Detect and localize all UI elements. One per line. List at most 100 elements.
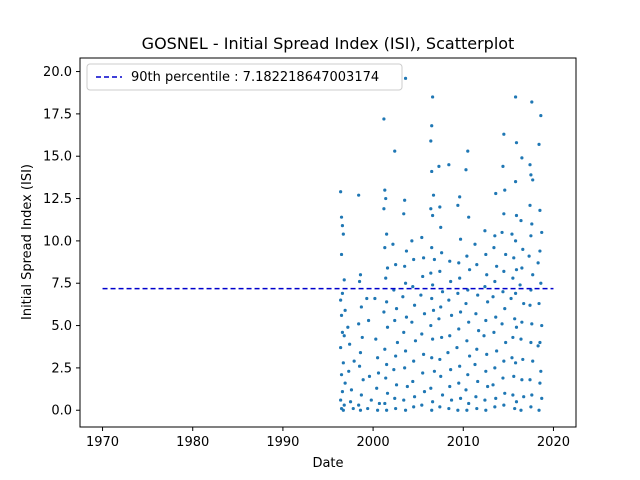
- x-tick-label: 2020: [537, 435, 570, 450]
- data-point: [339, 252, 344, 257]
- data-point: [342, 403, 346, 407]
- data-point: [347, 369, 351, 373]
- data-point: [514, 213, 519, 218]
- data-point: [403, 281, 408, 285]
- data-point: [536, 344, 540, 348]
- data-point: [458, 195, 462, 199]
- data-point: [358, 408, 363, 412]
- data-point: [537, 301, 541, 306]
- data-point: [513, 361, 518, 365]
- data-point: [440, 335, 444, 340]
- data-point: [438, 205, 442, 209]
- data-point: [431, 400, 435, 404]
- data-point: [357, 193, 361, 197]
- data-point: [475, 347, 479, 351]
- data-point: [431, 283, 435, 287]
- data-point: [536, 261, 540, 265]
- data-point: [429, 271, 433, 275]
- data-point: [385, 300, 389, 304]
- data-point: [475, 263, 479, 267]
- data-point: [421, 371, 425, 375]
- data-point: [429, 207, 433, 211]
- data-point: [393, 318, 397, 323]
- data-point: [494, 191, 498, 196]
- data-point: [394, 354, 398, 358]
- data-point: [531, 178, 535, 182]
- data-point: [412, 405, 416, 409]
- data-point: [339, 313, 344, 317]
- data-point: [376, 371, 381, 375]
- x-tick-label: 1990: [266, 435, 299, 450]
- data-point: [458, 237, 463, 241]
- data-point: [339, 298, 343, 302]
- data-point: [402, 398, 406, 402]
- data-point: [429, 323, 433, 328]
- data-point: [376, 408, 380, 412]
- data-point: [512, 374, 516, 378]
- data-point: [449, 367, 453, 372]
- y-tick-label: 2.5: [51, 361, 72, 376]
- data-point: [405, 384, 409, 389]
- data-point: [531, 273, 535, 277]
- data-point: [343, 381, 347, 385]
- data-point: [438, 357, 442, 362]
- data-point: [483, 285, 487, 289]
- y-axis-label: Initial Spread Index (ISI): [20, 164, 35, 320]
- data-point: [530, 393, 534, 397]
- data-point: [483, 398, 487, 402]
- data-point: [502, 212, 506, 216]
- data-point: [382, 207, 386, 211]
- data-point: [476, 293, 480, 297]
- x-axis-ticks: 1970 1980 1990 2000 2010 2020: [86, 427, 570, 450]
- data-point: [447, 163, 451, 167]
- data-point: [484, 252, 488, 257]
- x-tick-label: 1970: [86, 435, 119, 450]
- data-point: [448, 334, 452, 338]
- data-point: [458, 364, 462, 368]
- data-point: [484, 408, 488, 412]
- data-point: [403, 198, 407, 202]
- data-point: [385, 325, 390, 329]
- data-point: [383, 347, 387, 351]
- data-point: [383, 188, 387, 192]
- data-point: [494, 396, 498, 400]
- data-point: [539, 369, 543, 373]
- data-point: [385, 266, 390, 270]
- data-point: [501, 376, 505, 380]
- data-point: [339, 373, 344, 377]
- data-point: [476, 379, 480, 384]
- data-point: [431, 308, 436, 312]
- data-point: [340, 330, 345, 334]
- y-tick-label: 7.5: [51, 277, 72, 292]
- data-point: [514, 268, 519, 272]
- data-point: [493, 279, 497, 284]
- y-tick-label: 17.5: [43, 107, 72, 122]
- data-point: [528, 303, 532, 307]
- data-point: [437, 317, 441, 321]
- data-point: [540, 323, 544, 328]
- data-point: [473, 362, 477, 367]
- data-point: [394, 383, 399, 387]
- data-point: [394, 406, 398, 411]
- data-point: [495, 264, 499, 268]
- data-point: [511, 335, 515, 340]
- data-point: [540, 396, 544, 400]
- data-point: [422, 390, 427, 394]
- y-tick-label: 10.0: [43, 234, 72, 249]
- data-point: [474, 395, 478, 399]
- data-point: [420, 332, 424, 336]
- data-point: [357, 279, 362, 284]
- data-point: [519, 337, 523, 341]
- data-point: [413, 339, 418, 343]
- data-point: [502, 359, 506, 363]
- data-point: [432, 369, 437, 373]
- data-point: [513, 317, 517, 321]
- data-point: [474, 312, 478, 316]
- data-point: [348, 342, 352, 346]
- data-point: [366, 318, 371, 323]
- data-point: [440, 393, 445, 397]
- data-point: [447, 298, 451, 302]
- data-points: [339, 76, 544, 412]
- data-point: [531, 359, 535, 363]
